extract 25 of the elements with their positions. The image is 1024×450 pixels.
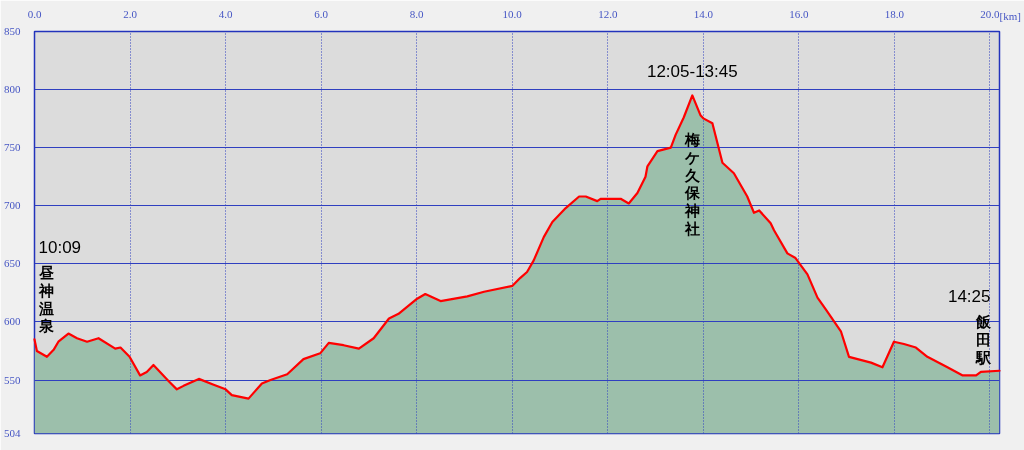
- y-tick-label: 750: [4, 141, 21, 154]
- y-tick-label: 850: [4, 25, 21, 37]
- y-tick-label: 504: [4, 427, 21, 439]
- y-tick-label: 550: [4, 373, 21, 386]
- annotation: 14:25: [947, 286, 991, 306]
- annotation: 昼神温泉: [37, 264, 54, 336]
- annotation: 12:05-13:45: [646, 62, 738, 82]
- x-tick-label: 8.0: [409, 7, 425, 20]
- x-tick-label: 20.0: [980, 7, 1001, 20]
- x-tick-label: 10.0: [502, 7, 523, 20]
- x-tick-label: 0.0: [27, 7, 42, 20]
- x-tick-label: 16.0: [789, 7, 809, 20]
- x-axis-title: [km]: [999, 9, 1021, 22]
- y-tick-label: 800: [4, 83, 21, 96]
- y-tick-label: 700: [4, 199, 21, 212]
- x-tick-label: 4.0: [218, 7, 233, 20]
- x-tick-label: 2.0: [123, 7, 138, 20]
- y-tick-label: 600: [4, 315, 21, 328]
- x-tick-label: 14.0: [693, 7, 714, 20]
- x-tick-label: 12.0: [598, 7, 618, 20]
- x-tick-label: 18.0: [884, 7, 905, 20]
- annotation: 10:09: [38, 237, 82, 257]
- y-tick-label: 650: [4, 257, 21, 270]
- annotation: 梅ケ久保神社: [683, 131, 701, 238]
- x-tick-label: 6.0: [314, 7, 329, 20]
